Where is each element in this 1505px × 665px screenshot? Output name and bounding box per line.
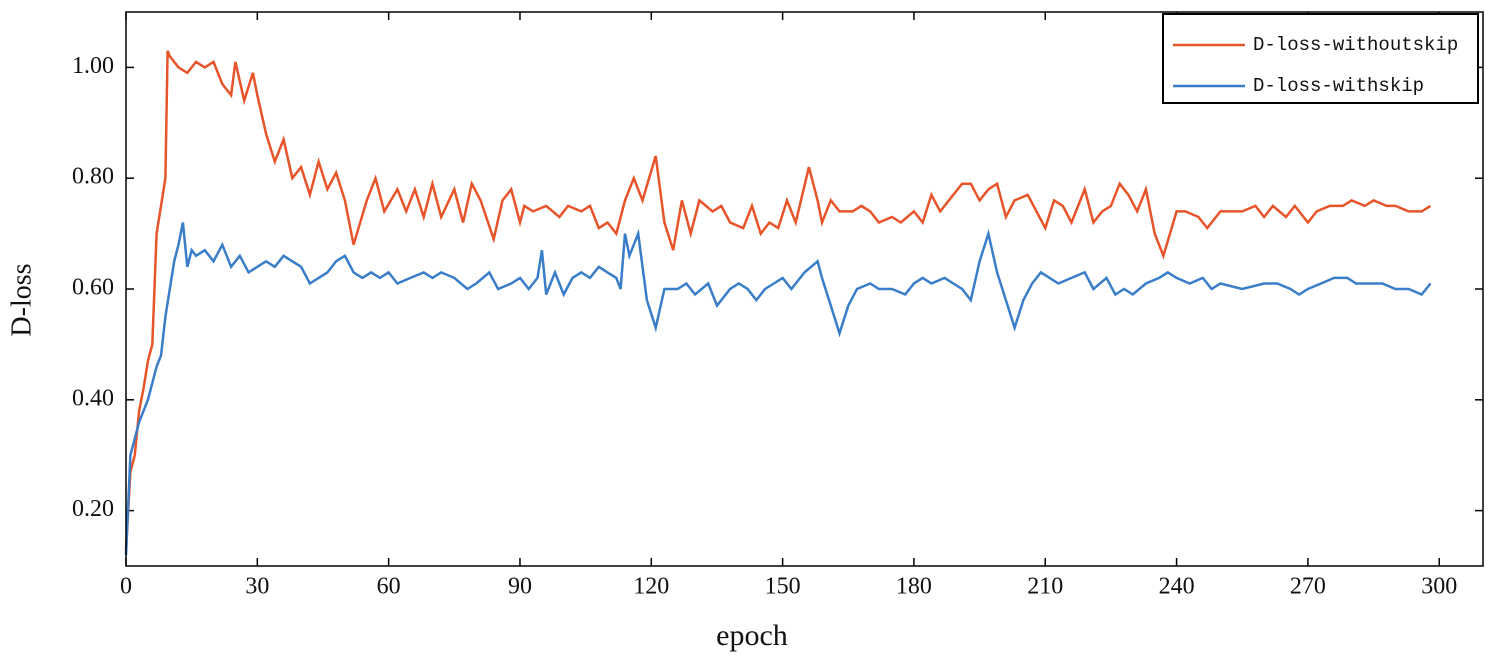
legend-label: D-loss-withskip: [1253, 75, 1424, 97]
x-axis-label: epoch: [716, 619, 788, 652]
y-tick-label: 0.40: [72, 385, 114, 411]
x-tick-label: 240: [1159, 574, 1195, 600]
x-tick-label: 0: [120, 574, 132, 600]
y-tick-label: 1.00: [72, 53, 114, 79]
x-tick-label: 210: [1027, 574, 1063, 600]
y-tick-label: 0.60: [72, 275, 114, 301]
x-tick-label: 60: [377, 574, 401, 600]
x-tick-label: 150: [765, 574, 801, 600]
x-tick-label: 30: [245, 574, 269, 600]
x-tick-label: 300: [1421, 574, 1457, 600]
x-tick-label: 270: [1290, 574, 1326, 600]
plot-frame: [125, 11, 1484, 567]
x-tick-label: 120: [633, 574, 669, 600]
legend-label: D-loss-withoutskip: [1253, 34, 1458, 56]
x-tick-label: 180: [896, 574, 932, 600]
data-line: [124, 222, 1432, 555]
data-line: [124, 50, 1432, 550]
legend-box: [1162, 13, 1479, 104]
y-tick-label: 0.20: [72, 496, 114, 522]
y-axis-label: D-loss: [6, 263, 37, 336]
y-tick-label: 0.80: [72, 164, 114, 190]
x-tick-label: 90: [508, 574, 532, 600]
